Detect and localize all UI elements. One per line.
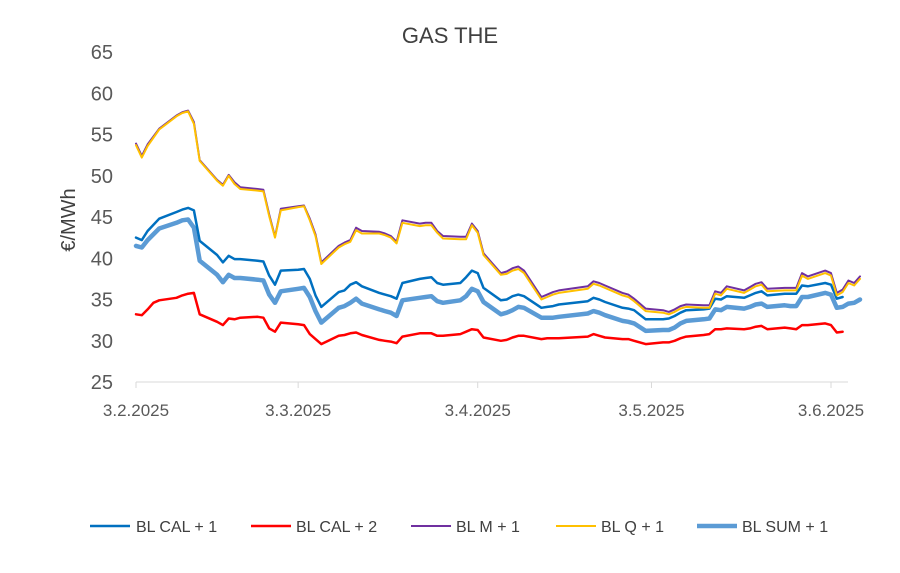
x-tick-label: 3.2.2025 <box>103 401 169 420</box>
chart-title: GAS THE <box>402 23 498 48</box>
legend-label: BL Q + 1 <box>601 519 664 536</box>
x-axis-ticks: 3.2.2025 3.3.2025 3.4.2025 3.5.2025 3.6.2025 <box>103 382 864 420</box>
y-axis-ticks: 25 30 35 40 45 50 55 60 65 <box>91 42 113 394</box>
y-tick-label: 50 <box>91 166 113 188</box>
y-tick-label: 25 <box>91 372 113 394</box>
y-tick-label: 40 <box>91 248 113 270</box>
legend-label: BL CAL + 2 <box>296 519 377 536</box>
y-tick-label: 45 <box>91 207 113 229</box>
series-line-bl-m-1 <box>135 109 861 313</box>
series-line-bl-q-1 <box>135 110 861 316</box>
series-line-bl-cal-1 <box>134 206 844 321</box>
x-tick-label: 3.5.2025 <box>618 401 684 420</box>
y-axis-label: €/MWh <box>58 188 80 251</box>
x-tick-label: 3.6.2025 <box>798 401 864 420</box>
legend: BL CAL + 1 BL CAL + 2 BL M + 1 BL Q + 1 BL S… <box>90 519 828 536</box>
y-tick-label: 60 <box>91 83 113 105</box>
series-line-bl-cal-2 <box>134 291 844 346</box>
x-tick-label: 3.4.2025 <box>445 401 511 420</box>
legend-label: BL CAL + 1 <box>136 519 217 536</box>
y-tick-label: 30 <box>91 331 113 353</box>
y-tick-label: 65 <box>91 42 113 64</box>
series-line-bl-sum-1 <box>133 217 863 334</box>
y-tick-label: 35 <box>91 290 113 312</box>
x-tick-label: 3.3.2025 <box>265 401 331 420</box>
y-tick-label: 55 <box>91 125 113 147</box>
legend-label: BL SUM + 1 <box>742 519 828 536</box>
series-layer <box>133 109 863 346</box>
legend-label: BL M + 1 <box>456 519 520 536</box>
